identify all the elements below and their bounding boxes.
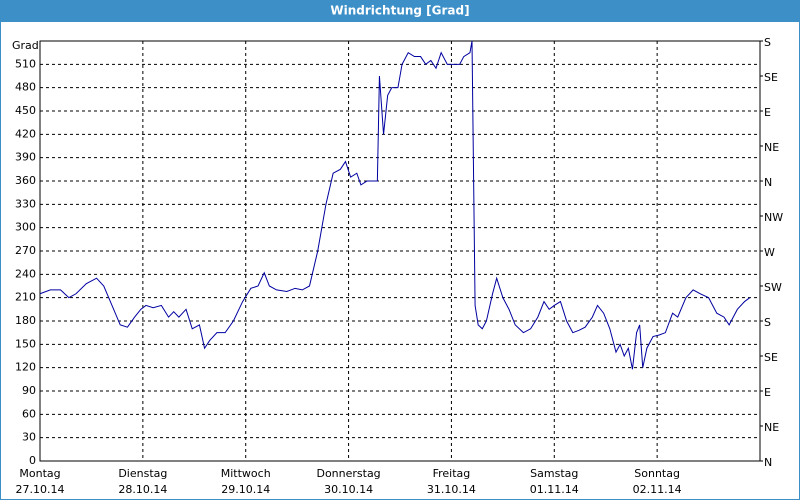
x-tick-date: 31.10.14: [427, 483, 476, 496]
y-tick-label: 270: [15, 244, 36, 257]
y2-tick-label: N: [764, 176, 772, 189]
y2-tick-label: SE: [764, 71, 778, 84]
x-tick-date: 01.11.14: [530, 483, 579, 496]
x-tick-label: Donnerstag: [316, 467, 380, 480]
y2-tick-label: NE: [764, 141, 779, 154]
y2-tick-label: NW: [764, 211, 783, 224]
y2-tick-label: W: [764, 246, 775, 259]
x-tick-date: 29.10.14: [221, 483, 270, 496]
y-tick-label: 150: [15, 337, 36, 350]
data-line: [39, 40, 751, 370]
y-tick-label: 420: [15, 127, 36, 140]
y-axis-label: Grad: [12, 39, 39, 52]
y-tick-label: 510: [15, 57, 36, 70]
y2-tick-label: SW: [764, 281, 782, 294]
x-tick-label: Mittwoch: [221, 467, 271, 480]
y-tick-label: 60: [22, 407, 36, 420]
y2-tick-label: S: [764, 36, 771, 49]
x-tick-date: 27.10.14: [16, 483, 65, 496]
y2-tick-label: N: [764, 456, 772, 469]
y-tick-label: 240: [15, 267, 36, 280]
y-tick-label: 210: [15, 291, 36, 304]
y-tick-label: 360: [15, 174, 36, 187]
y-tick-label: 480: [15, 81, 36, 94]
y2-tick-label: E: [764, 106, 771, 119]
x-tick-date: 28.10.14: [118, 483, 167, 496]
y-tick-label: 90: [22, 384, 36, 397]
x-tick-label: Samstag: [530, 467, 578, 480]
y-tick-label: 300: [15, 221, 36, 234]
y-tick-label: 330: [15, 197, 36, 210]
y-tick-label: 180: [15, 314, 36, 327]
x-tick-label: Montag: [19, 467, 60, 480]
chart-title: Windrichtung [Grad]: [330, 4, 469, 18]
x-tick-date: 02.11.14: [633, 483, 682, 496]
y2-tick-label: NE: [764, 421, 779, 434]
x-tick-label: Dienstag: [118, 467, 167, 480]
y-tick-label: 450: [15, 104, 36, 117]
title-bar: [0, 0, 800, 21]
y2-tick-label: SE: [764, 351, 778, 364]
y-tick-label: 0: [29, 454, 36, 467]
x-tick-label: Sonntag: [634, 467, 680, 480]
y2-tick-label: E: [764, 386, 771, 399]
y-tick-label: 30: [22, 431, 36, 444]
x-tick-label: Freitag: [433, 467, 471, 480]
y-tick-label: 120: [15, 361, 36, 374]
y2-tick-label: S: [764, 316, 771, 329]
x-tick-date: 30.10.14: [324, 483, 373, 496]
y-tick-label: 390: [15, 151, 36, 164]
